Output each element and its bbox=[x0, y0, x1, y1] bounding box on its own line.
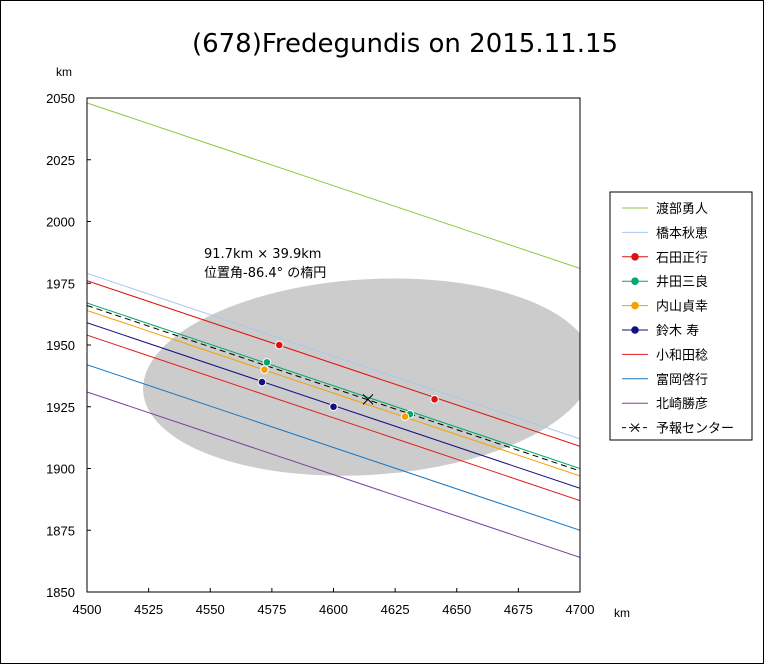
series-line-2 bbox=[87, 280, 580, 447]
series-line-1 bbox=[87, 272, 580, 440]
x-axis-unit: km bbox=[614, 606, 630, 620]
x-tick-label-7: 4675 bbox=[504, 602, 533, 617]
series-point-2-1 bbox=[430, 395, 439, 404]
chart-title: (678)Fredegundis on 2015.11.15 bbox=[192, 29, 618, 59]
y-tick-label-5: 1975 bbox=[46, 276, 75, 291]
plot-area bbox=[87, 102, 580, 558]
x-tick-label-1: 4525 bbox=[134, 602, 163, 617]
legend-marker-3 bbox=[631, 277, 639, 286]
legend-marker-5 bbox=[631, 326, 639, 334]
y-tick-label-7: 2025 bbox=[46, 153, 75, 168]
legend-label-1: 橋本秋恵 bbox=[656, 226, 708, 241]
legend-marker-4 bbox=[631, 301, 639, 310]
ellipse-size-annotation: 91.7km × 39.9km bbox=[204, 247, 321, 262]
series-point-4-0 bbox=[260, 365, 269, 375]
y-axis-unit: km bbox=[56, 65, 72, 79]
series-line-8 bbox=[87, 391, 580, 558]
legend-label-4: 内山貞幸 bbox=[656, 299, 708, 315]
series-point-2-0 bbox=[274, 340, 284, 350]
series-line-4 bbox=[87, 309, 580, 477]
legend-label-6: 小和田稔 bbox=[656, 348, 708, 363]
y-tick-label-8: 2050 bbox=[46, 91, 75, 106]
x-tick-label-6: 4650 bbox=[442, 602, 471, 617]
x-tick-label-0: 4500 bbox=[73, 602, 102, 617]
x-tick-label-8: 4700 bbox=[566, 602, 595, 617]
x-tick-label-3: 4575 bbox=[257, 602, 286, 617]
series-point-5-0 bbox=[257, 377, 267, 387]
axis-ticks: 4500 4525 4550 4575 4600 4625 4650 4675 4700 1850… bbox=[46, 91, 594, 617]
legend-label-9: 予報センター bbox=[656, 422, 734, 437]
shadow-ellipse bbox=[141, 276, 580, 478]
y-tick-label-3: 1925 bbox=[46, 400, 75, 415]
y-tick-label-4: 1950 bbox=[46, 338, 75, 353]
legend-mark-b-9 bbox=[630, 423, 640, 432]
legend-label-7: 富岡啓行 bbox=[656, 372, 708, 388]
legend-label-0: 渡部勇人 bbox=[656, 201, 708, 217]
series-line-3 bbox=[87, 302, 580, 469]
legend-label-2: 石田正行 bbox=[656, 251, 708, 266]
series-point-5-1 bbox=[329, 402, 338, 412]
legend-label-3: 井田三良 bbox=[656, 274, 708, 290]
y-tick-label-0: 1850 bbox=[46, 585, 75, 600]
y-tick-label-2: 1900 bbox=[46, 462, 75, 477]
series-line-6 bbox=[87, 334, 580, 502]
center-mark-b-0 bbox=[362, 393, 374, 405]
legend-label-5: 鈴木 寿 bbox=[656, 324, 699, 339]
x-tick-label-2: 4550 bbox=[196, 602, 225, 617]
series-line-0 bbox=[87, 102, 580, 269]
y-tick-label-1: 1875 bbox=[46, 523, 75, 538]
series-point-3-0 bbox=[262, 357, 272, 367]
series-line-7 bbox=[87, 364, 580, 531]
ellipse-angle-annotation: 位置角-86.4° の楕円 bbox=[204, 266, 326, 281]
series-point-4-1 bbox=[400, 412, 410, 421]
series-line-9 bbox=[87, 305, 580, 472]
legend-marker-2 bbox=[631, 252, 639, 261]
legend-label-8: 北崎勝彦 bbox=[656, 396, 708, 412]
x-tick-label-4: 4600 bbox=[319, 602, 348, 617]
y-tick-label-6: 2000 bbox=[46, 215, 75, 230]
legend-box bbox=[609, 191, 753, 441]
x-tick-label-5: 4625 bbox=[381, 602, 410, 617]
